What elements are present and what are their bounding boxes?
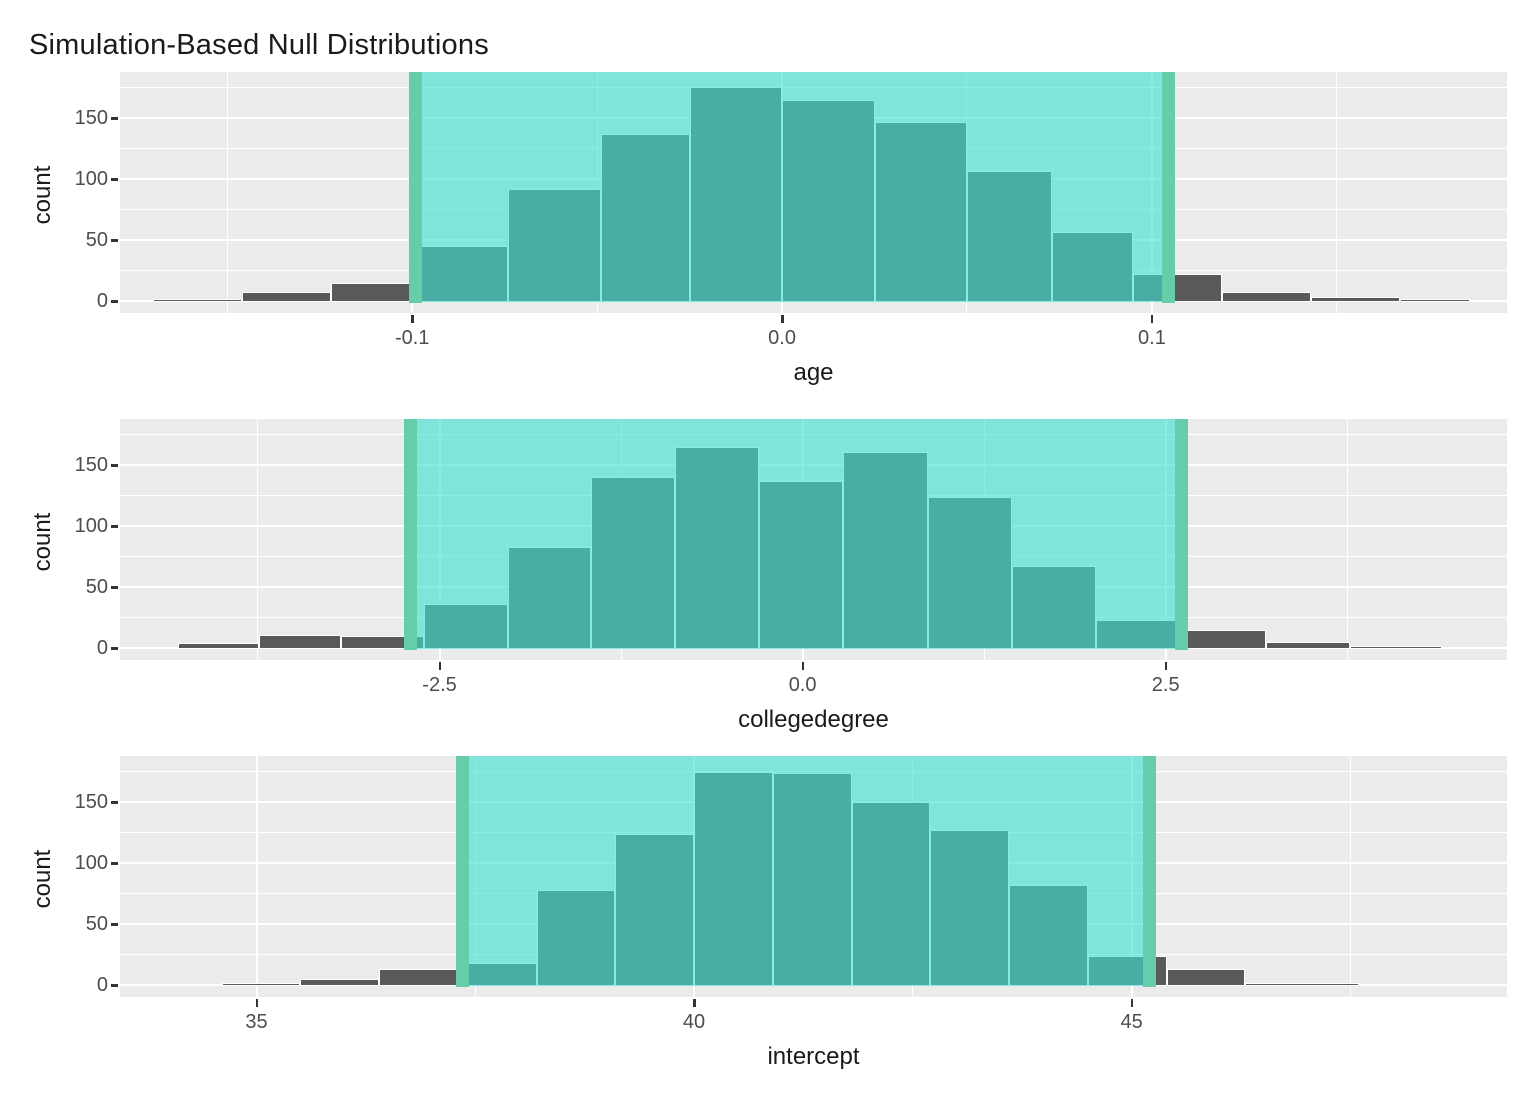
y-tick-label: 150: [74, 454, 108, 477]
histogram-bar: [178, 643, 260, 648]
gridline-x-minor: [1349, 756, 1351, 997]
y-tick-label: 50: [85, 229, 108, 252]
y-tick-mark: [111, 862, 118, 865]
histogram-bar: [1399, 298, 1470, 301]
x-tick-mark: [801, 662, 805, 670]
histogram-bar: [379, 969, 458, 985]
y-tick-label: 100: [74, 168, 108, 191]
x-tick-mark: [1150, 315, 1154, 323]
y-tick-mark: [111, 117, 118, 120]
gridline-x-minor: [1346, 419, 1348, 660]
gridline-x-minor: [226, 72, 228, 313]
histogram-bar: [259, 634, 341, 648]
ci-shaded-region: [462, 756, 1150, 986]
y-tick-mark: [111, 178, 118, 181]
facet-age: count 0 50 100 150 -0.1 0.0 0.1 age: [0, 72, 1536, 412]
histogram-bar: [242, 292, 331, 301]
histogram-bar: [221, 982, 301, 985]
ci-endpoint-line: [1162, 72, 1176, 303]
y-tick-mark: [111, 525, 118, 528]
x-tick-label: 45: [1120, 1011, 1143, 1033]
histogram-bar: [330, 282, 416, 301]
x-tick-label: 0.1: [1138, 327, 1166, 349]
x-axis-title: intercept: [767, 1043, 860, 1070]
y-tick-mark: [111, 300, 118, 303]
x-tick-mark: [438, 662, 442, 670]
x-tick-mark: [255, 999, 258, 1007]
plot-title: Simulation-Based Null Distributions: [29, 29, 489, 62]
y-tick-label: 150: [74, 791, 108, 814]
gridline-x-major: [255, 756, 258, 997]
gridline-x-minor: [1336, 72, 1338, 313]
y-tick-label: 50: [85, 576, 108, 599]
x-tick-label: 40: [682, 1011, 706, 1033]
x-tick-label: 35: [245, 1011, 268, 1033]
y-tick-mark: [111, 464, 118, 467]
y-tick-label: 0: [96, 290, 108, 312]
y-tick-mark: [111, 984, 118, 987]
panel-age: [120, 72, 1507, 313]
facet-intercept: count 0 50 100 150 35 40 45 intercept: [0, 756, 1536, 1096]
y-tick-label: 0: [96, 974, 108, 996]
ci-endpoint-line: [403, 419, 417, 650]
x-tick-mark: [1130, 999, 1134, 1007]
y-tick-mark: [111, 239, 118, 242]
histogram-bar: [300, 978, 380, 985]
y-tick-label: 50: [85, 913, 108, 936]
histogram-bar: [153, 299, 243, 301]
x-tick-label: -0.1: [394, 327, 430, 349]
histogram-bar: [1265, 641, 1351, 648]
x-axis-title: age: [793, 359, 834, 386]
histogram-bar: [1245, 983, 1360, 985]
ci-shaded-region: [415, 72, 1169, 302]
x-axis-title: collegedegree: [738, 706, 889, 733]
y-tick-mark: [111, 923, 118, 926]
histogram-bar: [1222, 292, 1311, 301]
histogram-bar: [1350, 646, 1442, 648]
ci-endpoint-line: [409, 72, 423, 303]
histogram-bar: [1181, 629, 1266, 648]
panel-intercept: [120, 756, 1507, 997]
x-tick-label: -2.5: [422, 674, 457, 696]
x-tick-mark: [411, 315, 414, 323]
x-tick-mark: [1164, 662, 1168, 670]
ci-shaded-region: [410, 419, 1182, 649]
y-tick-label: 150: [74, 107, 108, 130]
x-tick-mark: [781, 315, 784, 323]
panel-collegedegree: [120, 419, 1507, 660]
x-tick-label: 2.5: [1151, 674, 1180, 696]
ci-endpoint-line: [1175, 419, 1189, 650]
y-tick-label: 100: [74, 852, 108, 875]
y-tick-mark: [111, 647, 118, 650]
ci-endpoint-line: [1142, 756, 1156, 987]
y-tick-label: 100: [74, 515, 108, 538]
gridline-x-minor: [257, 419, 259, 660]
x-tick-label: 0.0: [788, 674, 817, 696]
y-tick-label: 0: [96, 637, 108, 659]
y-tick-mark: [111, 801, 118, 804]
ci-endpoint-line: [455, 756, 469, 987]
histogram-bar: [1310, 297, 1400, 301]
x-tick-mark: [693, 999, 696, 1007]
histogram-bar: [1166, 969, 1246, 985]
y-tick-mark: [111, 586, 118, 589]
x-tick-label: 0.0: [768, 327, 796, 349]
facet-collegedegree: count 0 50 100 150 -2.5 0.0 2.5 collegedegree: [0, 419, 1536, 759]
